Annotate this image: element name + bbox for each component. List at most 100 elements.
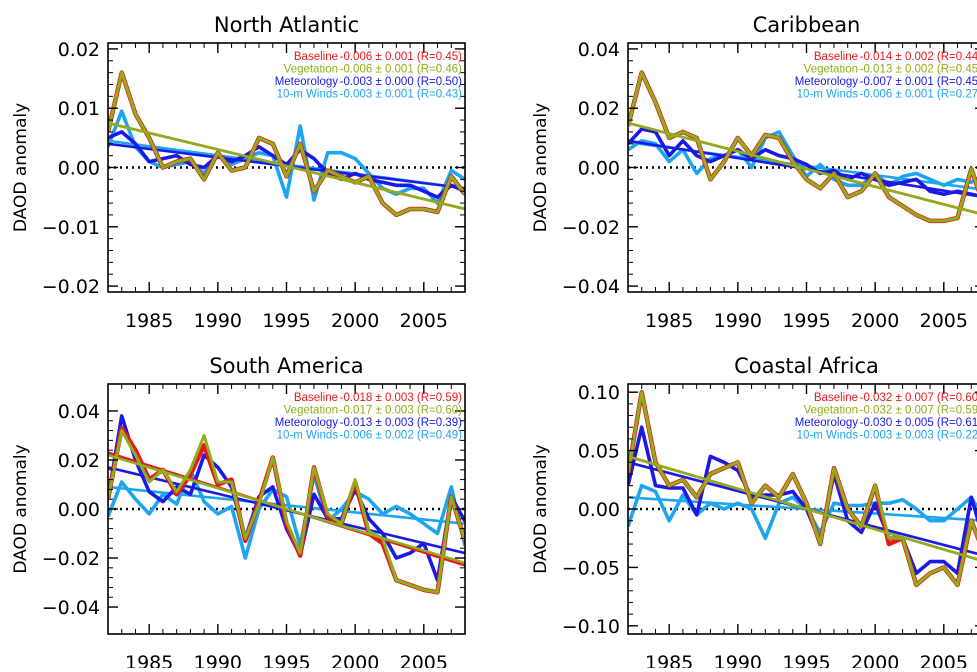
y-tick-label: −0.04	[42, 597, 100, 619]
y-tick-label: 0.10	[578, 382, 620, 404]
legend-label-vegetation: Vegetation	[284, 64, 338, 76]
legend-label-baseline: Baseline	[814, 392, 858, 404]
x-tick-label: 2000	[851, 652, 899, 668]
series-line-vegetation	[108, 71, 465, 217]
plot-area	[108, 70, 465, 218]
legend-value-10-m-winds: -0.006 ± 0.001 (R=0.27)	[860, 89, 977, 101]
y-tick-label: 0.02	[58, 450, 100, 472]
legend-value-vegetation: -0.032 ± 0.007 (R=0.59)	[860, 405, 977, 417]
legend-value-baseline: -0.014 ± 0.002 (R=0.44)	[860, 51, 977, 63]
legend-value-vegetation: -0.017 ± 0.003 (R=0.60)	[340, 405, 463, 417]
legend: Baseline -0.006 ± 0.001 (R=0.45)Vegetatio…	[275, 51, 462, 101]
plot-area	[628, 389, 977, 588]
legend-label-meteorology: Meteorology	[275, 76, 339, 88]
x-tick-label: 2005	[400, 310, 448, 332]
chart-title: Coastal Africa	[734, 354, 879, 378]
x-tick-label: 2000	[331, 310, 379, 332]
legend-label-vegetation: Vegetation	[804, 64, 858, 76]
y-axis-label: DAOD anomaly	[531, 103, 551, 232]
y-tick-label: −0.10	[562, 616, 620, 638]
panel-north-atlantic: North Atlantic DAOD anomaly 0.02 0.01 0.00 −0…	[11, 13, 466, 332]
x-tick-label: 2000	[331, 652, 379, 668]
y-tick-label: 0.04	[578, 39, 620, 61]
series-line-meteorology	[108, 130, 465, 199]
legend-value-vegetation: -0.006 ± 0.001 (R=0.46)	[340, 64, 463, 76]
y-tick-label: 0.00	[58, 158, 100, 180]
y-tick-label: 0.05	[578, 441, 620, 463]
legend-label-10-m-winds: 10-m Winds	[277, 430, 339, 442]
plot-area	[628, 70, 977, 224]
legend-value-baseline: -0.006 ± 0.001 (R=0.45)	[340, 51, 463, 63]
legend-value-10-m-winds: -0.003 ± 0.001 (R=0.43)	[340, 89, 463, 101]
x-tick-label: 1985	[645, 310, 693, 332]
series-line-vegetation	[108, 429, 465, 594]
trend-line-10-m-winds	[108, 485, 465, 525]
x-tick-label: 1985	[125, 652, 173, 668]
panel-coastal-africa: Coastal Africa DAOD anomaly 0.10 0.05 0.00 −0…	[531, 354, 977, 672]
legend-value-vegetation: -0.013 ± 0.002 (R=0.45)	[860, 64, 977, 76]
x-tick-label: 1995	[782, 652, 830, 668]
legend-label-vegetation: Vegetation	[804, 405, 858, 417]
x-tick-label: 1985	[645, 652, 693, 668]
y-tick-label: −0.02	[42, 548, 100, 570]
legend-label-vegetation: Vegetation	[284, 405, 338, 417]
x-tick-label: 1985	[125, 310, 173, 332]
x-tick-label: 1995	[262, 310, 310, 332]
y-tick-label: 0.00	[578, 158, 620, 180]
legend-value-meteorology: -0.030 ± 0.005 (R=0.61)	[860, 417, 977, 429]
y-tick-label: −0.04	[562, 276, 620, 298]
y-tick-label: 0.00	[58, 499, 100, 521]
y-tick-label: 0.00	[578, 499, 620, 521]
legend-value-meteorology: -0.007 ± 0.001 (R=0.45)	[860, 76, 977, 88]
y-axis-label: DAOD anomaly	[11, 444, 31, 573]
legend-label-10-m-winds: 10-m Winds	[277, 89, 339, 101]
legend-label-meteorology: Meteorology	[275, 417, 339, 429]
legend-value-10-m-winds: -0.006 ± 0.002 (R=0.49)	[340, 430, 463, 442]
chart-title: Caribbean	[753, 13, 861, 37]
trend-line-vegetation	[108, 121, 465, 211]
panel-caribbean: Caribbean DAOD anomaly 0.04 0.02 0.00 −0.02 −0…	[531, 13, 977, 332]
plot-area	[108, 414, 465, 595]
legend-value-baseline: -0.018 ± 0.003 (R=0.59)	[340, 392, 463, 404]
y-tick-label: −0.02	[42, 276, 100, 298]
y-tick-label: 0.02	[578, 98, 620, 120]
chart-title: South America	[209, 354, 363, 378]
legend-value-meteorology: -0.013 ± 0.003 (R=0.39)	[340, 417, 463, 429]
y-axis-label: DAOD anomaly	[531, 444, 551, 573]
legend-label-baseline: Baseline	[294, 51, 338, 63]
y-axis-label: DAOD anomaly	[11, 103, 31, 232]
panel-south-america: South America DAOD anomaly 0.04 0.02 0.00 −0.…	[11, 354, 466, 672]
y-tick-label: 0.04	[58, 401, 100, 423]
x-tick-label: 1990	[194, 652, 242, 668]
x-tick-label: 1990	[194, 310, 242, 332]
x-tick-label: 2000	[851, 310, 899, 332]
trend-line-vegetation	[628, 455, 977, 561]
legend-label-10-m-winds: 10-m Winds	[797, 430, 859, 442]
legend-value-meteorology: -0.003 ± 0.000 (R=0.50)	[340, 76, 463, 88]
y-tick-label: 0.01	[58, 98, 100, 120]
chart-title: North Atlantic	[214, 13, 359, 37]
legend: Baseline -0.018 ± 0.003 (R=0.59)Vegetatio…	[275, 392, 462, 442]
x-tick-label: 2005	[920, 310, 968, 332]
trend-line-vegetation	[108, 453, 465, 565]
y-tick-label: −0.05	[562, 557, 620, 579]
x-tick-label: 1990	[714, 652, 762, 668]
trend-line-vegetation	[628, 121, 977, 215]
legend-label-10-m-winds: 10-m Winds	[797, 89, 859, 101]
legend-value-baseline: -0.032 ± 0.007 (R=0.60)	[860, 392, 977, 404]
legend-label-baseline: Baseline	[294, 392, 338, 404]
x-tick-label: 1990	[714, 310, 762, 332]
y-tick-label: −0.02	[562, 217, 620, 239]
series-line-vegetation	[628, 71, 977, 223]
legend-label-meteorology: Meteorology	[795, 76, 859, 88]
y-tick-label: −0.01	[42, 217, 100, 239]
y-tick-label: 0.02	[58, 39, 100, 61]
legend-label-baseline: Baseline	[814, 51, 858, 63]
x-tick-label: 1995	[262, 652, 310, 668]
legend-label-meteorology: Meteorology	[795, 417, 859, 429]
x-tick-label: 2005	[400, 652, 448, 668]
legend: Baseline -0.032 ± 0.007 (R=0.60)Vegetatio…	[795, 392, 977, 442]
legend-value-10-m-winds: -0.003 ± 0.003 (R=0.22)	[860, 430, 977, 442]
